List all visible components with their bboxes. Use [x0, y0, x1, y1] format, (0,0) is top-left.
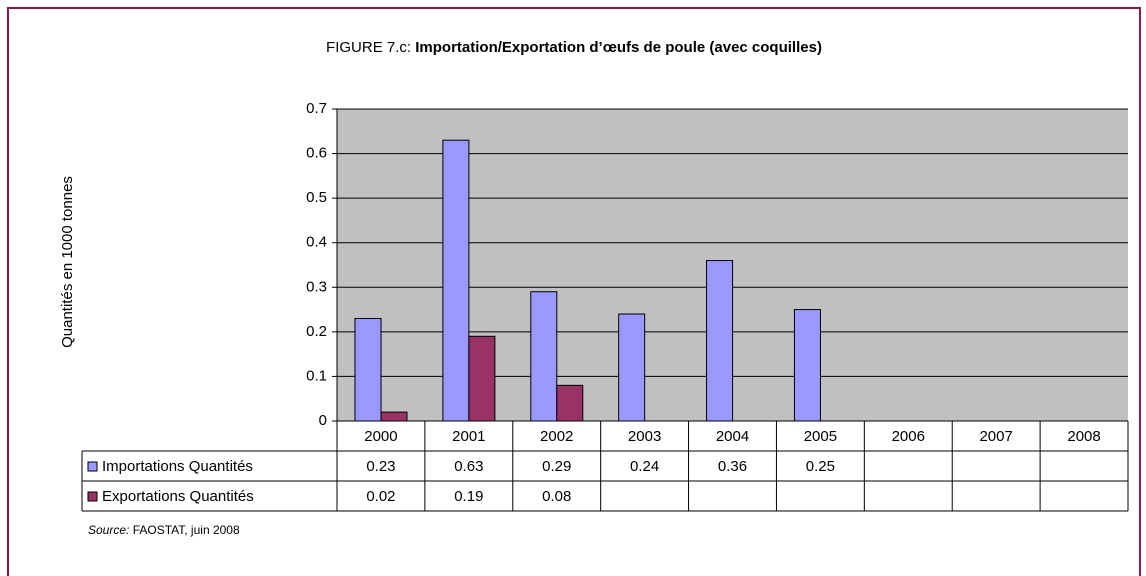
table-value: 0.25 — [806, 458, 835, 475]
table-value: 0.19 — [454, 488, 483, 505]
bar — [618, 313, 646, 422]
bar — [706, 260, 734, 422]
x-tick-label: 2007 — [979, 428, 1012, 445]
x-tick-label: 2000 — [364, 428, 397, 445]
bar — [793, 309, 821, 422]
frame — [7, 7, 1141, 576]
bar — [556, 384, 584, 422]
x-tick-label: 2002 — [540, 428, 573, 445]
table-value: 0.02 — [366, 488, 395, 505]
y-tick-label: 0.5 — [306, 189, 327, 206]
legend-swatch — [87, 491, 98, 502]
title-main: Importation/Exportation d’œufs de poule … — [415, 39, 822, 56]
y-tick-label: 0.3 — [306, 278, 327, 295]
table-value: 0.36 — [718, 458, 747, 475]
source-label: Source: — [88, 523, 129, 537]
bar — [468, 335, 496, 422]
table-value: 0.29 — [542, 458, 571, 475]
bar — [354, 317, 382, 422]
table-value: 0.63 — [454, 458, 483, 475]
table-value: 0.23 — [366, 458, 395, 475]
y-tick-label: 0.7 — [306, 100, 327, 117]
y-tick-label: 0 — [319, 412, 327, 429]
bar — [380, 411, 408, 422]
y-tick-label: 0.2 — [306, 323, 327, 340]
bar — [442, 139, 470, 422]
source-text: FAOSTAT, juin 2008 — [133, 523, 240, 537]
x-tick-label: 2008 — [1067, 428, 1100, 445]
bar — [530, 291, 558, 422]
y-tick-label: 0.1 — [306, 367, 327, 384]
legend-label: Exportations Quantités — [102, 488, 254, 505]
x-tick-label: 2001 — [452, 428, 485, 445]
x-tick-label: 2006 — [892, 428, 925, 445]
y-tick-label: 0.4 — [306, 234, 327, 251]
y-tick-label: 0.6 — [306, 145, 327, 162]
x-tick-label: 2003 — [628, 428, 661, 445]
table-value: 0.24 — [630, 458, 659, 475]
x-tick-label: 2004 — [716, 428, 749, 445]
y-axis-label: Quantités en 1000 tonnes — [59, 176, 76, 348]
legend-label: Importations Quantités — [102, 458, 253, 475]
table-value: 0.08 — [542, 488, 571, 505]
x-tick-label: 2005 — [804, 428, 837, 445]
legend-swatch — [87, 461, 98, 472]
source: Source: FAOSTAT, juin 2008 — [88, 523, 240, 537]
title-prefix: FIGURE 7.c: — [326, 39, 411, 56]
chart-title: FIGURE 7.c: Importation/Exportation d’œu… — [326, 39, 822, 56]
